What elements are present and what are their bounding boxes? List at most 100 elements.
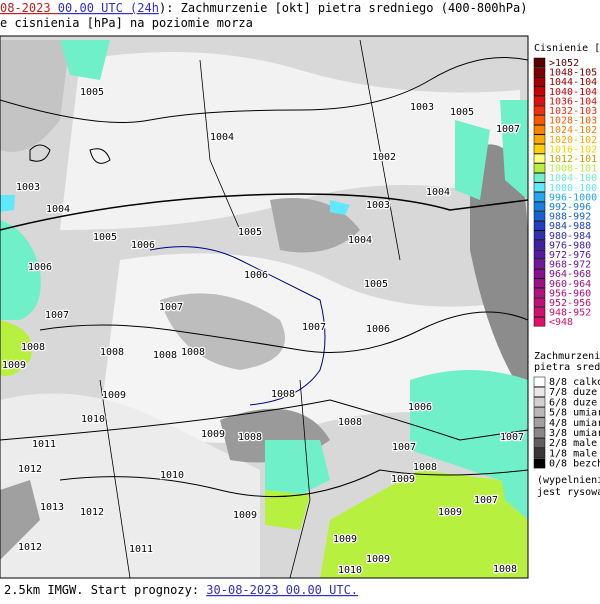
isobar-label: 1004	[426, 187, 450, 198]
isobar-label: 1005	[364, 279, 388, 290]
legend-title: Cisnienie [hP	[534, 43, 600, 54]
legend-label: 1028-103	[549, 116, 597, 127]
isobar-label: 1004	[210, 132, 234, 143]
isobar-labels: 1005 1003 1004 1005 1006 1006 1007 1008 1009 1004…	[1, 86, 526, 578]
legend-swatch	[533, 417, 546, 428]
isobar-label: 1005	[80, 87, 104, 98]
legend-label: 1012-101	[549, 154, 597, 165]
legend-swatch	[533, 115, 546, 125]
isobar-label: 1008	[153, 350, 177, 361]
legend-label: 1004-100	[549, 173, 597, 184]
legend-label: 952-956	[549, 298, 591, 309]
legend-swatch	[533, 278, 546, 289]
isobar-label: 1002	[372, 152, 396, 163]
legend-label: 1036-104	[549, 96, 597, 107]
isobar-label: 1012	[18, 542, 42, 553]
legend-swatch	[533, 316, 546, 327]
legend-label: 4/8 umiar	[549, 418, 600, 429]
legend-label: 1048-105	[549, 68, 597, 79]
isobar-label: 1007	[302, 322, 326, 333]
map-area	[0, 36, 528, 578]
legend-swatch	[533, 211, 546, 221]
legend-label: 1016-102	[549, 144, 597, 155]
isobar-label: 1007	[496, 124, 520, 135]
legend-label: 1032-103	[549, 106, 597, 117]
legend-swatch	[533, 220, 546, 231]
isobar-label: 1008	[181, 347, 205, 358]
legend-label: 980-984	[549, 231, 591, 242]
legend-swatch	[533, 67, 546, 77]
isobar-label: 1009	[201, 429, 225, 440]
legend-swatch	[533, 307, 546, 317]
isobar-label: 1003	[366, 200, 390, 211]
legend-swatch	[533, 448, 546, 459]
legend-label: 972-976	[549, 250, 591, 261]
isobar-label: 1009	[233, 510, 257, 521]
legend-swatch	[533, 105, 546, 116]
legend-label: 2/8 male	[549, 438, 597, 449]
legend-label: 1040-104	[549, 87, 597, 98]
legend-label: 1000-100	[549, 183, 597, 194]
isobar-label: 1008	[271, 389, 295, 400]
legend-label: <948	[549, 317, 573, 328]
isobar-label: 1007	[392, 442, 416, 453]
isobar-label: 1006	[28, 262, 52, 273]
legend-label: 7/8 duze	[549, 387, 597, 398]
legend-swatch	[533, 288, 546, 298]
legend-swatch	[533, 240, 546, 250]
isobar-label: 1011	[32, 439, 56, 450]
isobar-label: 1010	[160, 470, 184, 481]
isobar-label: 1013	[40, 502, 64, 513]
text-segment: 08-2023	[0, 1, 58, 15]
legend-swatch	[533, 268, 546, 279]
legend-label: 1008-101	[549, 164, 597, 175]
legend-label: 3/8 umiar	[549, 428, 600, 439]
legend-swatch	[533, 172, 546, 183]
legend-label: 960-964	[549, 279, 591, 290]
isobar-label: 1008	[338, 417, 362, 428]
legend-label: 968-972	[549, 260, 591, 271]
isobar-label: 1009	[438, 507, 462, 518]
legend-label: 988-992	[549, 212, 591, 223]
legend-swatch	[533, 86, 546, 97]
legend-label: 992-996	[549, 202, 591, 213]
legend-swatch	[533, 76, 546, 87]
legend-swatch	[533, 201, 546, 212]
isobar-label: 1004	[348, 235, 372, 246]
isobar-label: 1009	[102, 390, 126, 401]
isobar-label: 1009	[2, 360, 26, 371]
legend-swatch	[533, 386, 546, 397]
legend-swatch	[533, 134, 546, 145]
isobar-label: 1004	[46, 204, 70, 215]
legend-note: jest rysowa	[537, 487, 600, 498]
legend-label: 964-968	[549, 269, 591, 280]
legend-title: pietra srednie	[534, 362, 600, 373]
isobar-label: 1003	[16, 182, 40, 193]
text-segment: UTC.	[322, 583, 358, 597]
text-segment: 30-08-2023 00.00	[206, 583, 322, 597]
legend: Cisnienie [hP >10521048-1051044-1041040-1…	[533, 43, 600, 498]
legend-label: 5/8 umiar	[549, 408, 600, 419]
isobar-label: 1006	[408, 402, 432, 413]
legend-swatch	[533, 96, 546, 106]
legend-title: Zachmurzenie	[534, 351, 600, 362]
isobar-label: 1012	[18, 464, 42, 475]
isobar-label: 1007	[500, 432, 524, 443]
legend-label: 976-980	[549, 240, 591, 251]
legend-label: 1020-102	[549, 135, 597, 146]
legend-swatch	[533, 297, 546, 308]
legend-swatch	[533, 124, 546, 135]
isobar-label: 1011	[129, 544, 153, 555]
legend-swatch	[533, 153, 546, 164]
legend-label: 996-1000	[549, 192, 597, 203]
legend-note: (wypelnieni	[537, 475, 600, 486]
isobar-label: 1009	[366, 554, 390, 565]
isobar-label: 1007	[45, 310, 69, 321]
legend-swatch	[533, 144, 546, 154]
text-segment: 2.5km IMGW. Start prognozy:	[4, 583, 206, 597]
legend-swatch	[533, 259, 546, 269]
isobar-label: 1012	[80, 507, 104, 518]
legend-swatch	[533, 182, 546, 193]
legend-swatch	[533, 458, 546, 469]
